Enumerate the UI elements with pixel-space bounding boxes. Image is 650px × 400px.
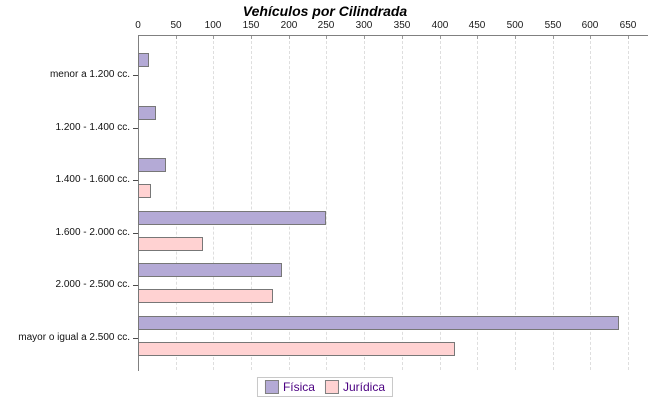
x-tick-label-300: 300 [355, 20, 373, 31]
gridline-350 [402, 36, 403, 370]
y-category-label-3: 1.600 - 2.000 cc. [55, 227, 131, 238]
gridline-100 [213, 36, 214, 370]
bar-juridica-5 [138, 342, 455, 356]
y-axis-line [138, 35, 139, 371]
gridline-650 [628, 36, 629, 370]
x-tick-mark-550 [553, 36, 554, 39]
gridline-500 [515, 36, 516, 370]
x-tick-label-50: 50 [170, 20, 182, 31]
bar-fisica-0 [138, 53, 149, 67]
x-tick-mark-150 [251, 36, 252, 39]
gridline-300 [364, 36, 365, 370]
legend-label-fisica: Física [282, 380, 315, 394]
y-tick-mark-2 [133, 180, 138, 181]
legend-item-fisica: Física [264, 380, 315, 394]
x-tick-mark-100 [213, 36, 214, 39]
legend-swatch-fisica [264, 380, 279, 394]
x-tick-mark-400 [440, 36, 441, 39]
x-tick-label-650: 650 [619, 20, 637, 31]
x-tick-label-450: 450 [468, 20, 486, 31]
legend-label-juridica: Jurídica [342, 380, 386, 394]
x-tick-mark-600 [590, 36, 591, 39]
bar-fisica-5 [138, 316, 619, 330]
gridline-400 [440, 36, 441, 370]
x-tick-mark-300 [364, 36, 365, 39]
bar-juridica-4 [138, 289, 273, 303]
x-tick-mark-250 [326, 36, 327, 39]
gridline-450 [477, 36, 478, 370]
x-tick-label-200: 200 [280, 20, 298, 31]
x-tick-mark-450 [477, 36, 478, 39]
legend-swatch-juridica [324, 380, 339, 394]
x-tick-label-0: 0 [135, 20, 141, 31]
y-tick-mark-4 [133, 285, 138, 286]
gridline-250 [326, 36, 327, 370]
gridline-200 [289, 36, 290, 370]
gridline-50 [176, 36, 177, 370]
x-tick-label-100: 100 [204, 20, 222, 31]
x-tick-mark-200 [289, 36, 290, 39]
x-tick-mark-50 [176, 36, 177, 39]
gridline-600 [590, 36, 591, 370]
x-tick-label-250: 250 [317, 20, 335, 31]
bar-juridica-3 [138, 237, 203, 251]
x-tick-mark-650 [628, 36, 629, 39]
chart-title: Vehículos por Cilindrada [242, 3, 408, 19]
legend-item-juridica: Jurídica [324, 380, 386, 394]
bar-fisica-4 [138, 263, 282, 277]
y-tick-mark-1 [133, 128, 138, 129]
x-tick-label-550: 550 [544, 20, 562, 31]
gridline-550 [553, 36, 554, 370]
legend: Física Jurídica [256, 377, 394, 397]
y-category-label-5: mayor o igual a 2.500 cc. [18, 332, 130, 343]
bar-fisica-3 [138, 211, 326, 225]
y-tick-mark-5 [133, 338, 138, 339]
bar-juridica-2 [138, 184, 151, 198]
x-axis-line [138, 35, 648, 36]
y-category-label-1: 1.200 - 1.400 cc. [55, 122, 131, 133]
x-tick-label-350: 350 [393, 20, 411, 31]
bar-fisica-2 [138, 158, 166, 172]
x-tick-mark-500 [515, 36, 516, 39]
y-category-label-2: 1.400 - 1.600 cc. [55, 174, 131, 185]
y-category-label-4: 2.000 - 2.500 cc. [55, 279, 131, 290]
bar-fisica-1 [138, 106, 156, 120]
y-tick-mark-0 [133, 75, 138, 76]
x-tick-label-150: 150 [242, 20, 260, 31]
x-tick-mark-350 [402, 36, 403, 39]
y-category-label-0: menor a 1.200 cc. [49, 69, 130, 80]
x-tick-label-500: 500 [506, 20, 524, 31]
x-tick-label-600: 600 [581, 20, 599, 31]
y-tick-mark-3 [133, 233, 138, 234]
x-tick-label-400: 400 [431, 20, 449, 31]
gridline-150 [251, 36, 252, 370]
